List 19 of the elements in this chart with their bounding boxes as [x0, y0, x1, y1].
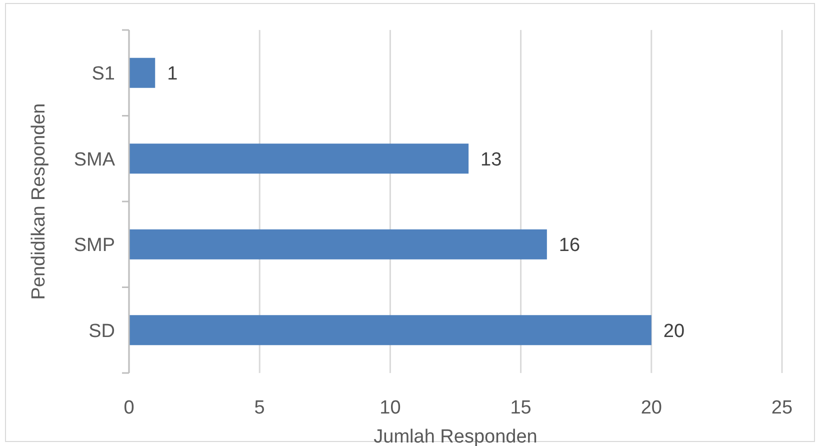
x-tick-label: 25: [771, 398, 793, 419]
data-label: 13: [480, 149, 502, 170]
x-tick-label: 20: [640, 398, 662, 419]
x-tick-label: 5: [254, 398, 265, 419]
y-tick-label: SD: [88, 320, 115, 342]
y-tick-label: SMA: [74, 149, 116, 170]
y-tick-label: SMP: [74, 235, 115, 256]
bar: [129, 58, 156, 88]
bar: [129, 144, 469, 174]
x-tick-label: 0: [124, 398, 134, 419]
y-axis-title: Pendidikan Responden: [28, 103, 50, 300]
x-tick-label: 15: [510, 398, 532, 419]
data-label: 20: [663, 320, 685, 342]
data-label: 1: [167, 64, 178, 85]
bar: [129, 315, 652, 346]
x-tick-label: 10: [380, 398, 401, 419]
bar: [129, 229, 547, 260]
y-tick-label: S1: [92, 64, 115, 85]
data-label: 16: [558, 235, 580, 256]
